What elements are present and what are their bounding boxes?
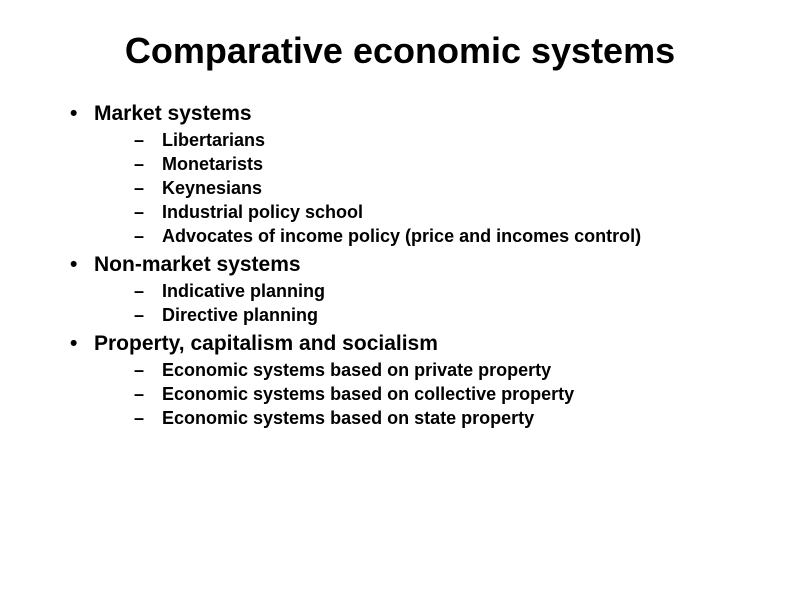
bullet-text: Advocates of income policy (price and in… bbox=[162, 226, 641, 246]
bullet-level2-item: Advocates of income policy (price and in… bbox=[134, 226, 750, 247]
bullet-list-level2: Libertarians Monetarists Keynesians Indu… bbox=[94, 130, 750, 247]
bullet-text: Indicative planning bbox=[162, 281, 325, 301]
slide-title: Comparative economic systems bbox=[50, 30, 750, 72]
bullet-text: Economic systems based on collective pro… bbox=[162, 384, 574, 404]
bullet-level2-item: Keynesians bbox=[134, 178, 750, 199]
bullet-level2-item: Industrial policy school bbox=[134, 202, 750, 223]
bullet-level1-item: Market systems Libertarians Monetarists … bbox=[70, 102, 750, 247]
bullet-level2-item: Libertarians bbox=[134, 130, 750, 151]
bullet-level2-item: Economic systems based on collective pro… bbox=[134, 384, 750, 405]
bullet-text: Industrial policy school bbox=[162, 202, 363, 222]
bullet-level2-item: Economic systems based on state property bbox=[134, 408, 750, 429]
bullet-text: Monetarists bbox=[162, 154, 263, 174]
bullet-list-level1: Market systems Libertarians Monetarists … bbox=[70, 102, 750, 429]
slide-content: Market systems Libertarians Monetarists … bbox=[50, 102, 750, 429]
bullet-level2-item: Monetarists bbox=[134, 154, 750, 175]
bullet-text: Economic systems based on state property bbox=[162, 408, 534, 428]
bullet-list-level2: Economic systems based on private proper… bbox=[94, 360, 750, 429]
bullet-level1-item: Non-market systems Indicative planning D… bbox=[70, 253, 750, 326]
bullet-text: Directive planning bbox=[162, 305, 318, 325]
bullet-level2-item: Economic systems based on private proper… bbox=[134, 360, 750, 381]
bullet-text: Property, capitalism and socialism bbox=[94, 332, 438, 355]
bullet-list-level2: Indicative planning Directive planning bbox=[94, 281, 750, 326]
bullet-level2-item: Indicative planning bbox=[134, 281, 750, 302]
bullet-text: Economic systems based on private proper… bbox=[162, 360, 551, 380]
bullet-text: Non-market systems bbox=[94, 253, 301, 276]
bullet-text: Market systems bbox=[94, 102, 252, 125]
bullet-text: Libertarians bbox=[162, 130, 265, 150]
bullet-level1-item: Property, capitalism and socialism Econo… bbox=[70, 332, 750, 429]
bullet-text: Keynesians bbox=[162, 178, 262, 198]
bullet-level2-item: Directive planning bbox=[134, 305, 750, 326]
